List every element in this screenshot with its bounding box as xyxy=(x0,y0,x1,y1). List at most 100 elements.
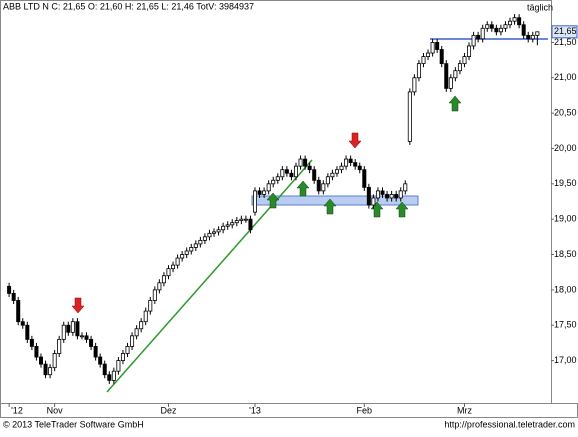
y-tick-label: 17,50 xyxy=(554,320,577,330)
x-tick-label: '12 xyxy=(11,405,23,415)
candle-body xyxy=(439,49,444,65)
candle-body xyxy=(321,183,326,192)
candle-body xyxy=(366,186,371,206)
candle-body xyxy=(148,300,153,312)
candle-body xyxy=(243,218,248,221)
candle-body xyxy=(494,27,499,33)
candle-body xyxy=(11,293,16,301)
candle-body xyxy=(230,222,235,226)
x-axis-strip xyxy=(0,403,578,418)
candle-body xyxy=(198,239,203,245)
candle-body xyxy=(480,27,485,40)
candle-body xyxy=(143,310,148,323)
candle-body xyxy=(293,165,298,178)
candle-body xyxy=(116,360,121,372)
candle-body xyxy=(184,250,189,255)
footer-left: © 2013 TeleTrader Software GmbH xyxy=(3,419,144,429)
candle-body xyxy=(16,300,21,323)
last-price-box xyxy=(551,25,578,39)
down-arrow xyxy=(71,297,85,314)
candle-body xyxy=(398,190,403,199)
candle-body xyxy=(212,231,217,234)
y-tick-label: 19,00 xyxy=(554,214,577,224)
candle-body xyxy=(216,229,221,233)
candle-body xyxy=(125,346,130,354)
candle-body xyxy=(430,42,435,54)
candle-body xyxy=(512,17,517,22)
x-tick-label: Dez xyxy=(160,405,177,415)
y-tick-label: 20,00 xyxy=(554,143,577,153)
candle-body xyxy=(29,338,34,347)
candle-body xyxy=(298,158,303,167)
candle-body xyxy=(207,232,212,238)
candle-body xyxy=(403,183,408,192)
candle-body xyxy=(371,197,376,206)
candle-body xyxy=(171,264,176,270)
candle-body xyxy=(134,328,139,337)
candle-body xyxy=(139,321,144,330)
up-arrow xyxy=(266,192,280,209)
y-tick-label: 21,50 xyxy=(554,37,577,47)
candle-body xyxy=(444,63,449,89)
candle-body xyxy=(161,275,166,284)
candle-body xyxy=(66,324,71,333)
y-tick-label: 18,00 xyxy=(554,284,577,294)
candle-body xyxy=(375,190,380,199)
up-arrow xyxy=(323,198,337,215)
candle-body xyxy=(307,165,312,171)
candle-body xyxy=(280,169,285,178)
candle-body xyxy=(334,169,339,174)
candle-body xyxy=(102,363,107,376)
interval-label: täglich xyxy=(527,2,553,12)
up-arrow xyxy=(448,95,462,112)
candle-body xyxy=(166,268,171,277)
x-tick-label: Mrz xyxy=(457,405,472,415)
candle-body xyxy=(394,194,399,199)
candle-body xyxy=(521,24,526,36)
candle-body xyxy=(362,169,367,188)
candle-body xyxy=(271,179,276,185)
candle-body xyxy=(7,285,12,294)
candle-body xyxy=(43,363,48,376)
candle-body xyxy=(503,24,508,29)
candle-body xyxy=(357,165,362,171)
candle-body xyxy=(407,91,412,142)
footer-right: http://professional.teletrader.com xyxy=(444,419,575,429)
candle-body xyxy=(389,194,394,199)
up-arrow xyxy=(370,201,384,218)
candle-body xyxy=(193,243,198,248)
candle-body xyxy=(316,179,321,192)
candle-body xyxy=(325,176,330,185)
candle-body xyxy=(157,282,162,291)
sell-signals xyxy=(71,132,362,314)
y-tick-label: 20,50 xyxy=(554,107,577,117)
up-arrow xyxy=(395,201,409,218)
candle-body xyxy=(98,356,103,365)
candle-body xyxy=(435,42,440,50)
candle-body xyxy=(339,165,344,171)
candle-body xyxy=(385,194,390,199)
candle-body xyxy=(467,45,472,57)
candle-body xyxy=(508,20,513,26)
candle-body xyxy=(535,31,540,36)
candle-body xyxy=(93,346,98,358)
up-arrow xyxy=(296,180,310,197)
candle-body xyxy=(202,236,207,241)
candle-body xyxy=(189,247,194,252)
candle-body xyxy=(221,225,226,231)
candle-body xyxy=(498,27,503,33)
candle-body xyxy=(75,321,80,337)
candle-body xyxy=(275,176,280,181)
candle-body xyxy=(120,353,125,361)
last-price-label: 21,65 xyxy=(554,26,577,36)
candle-body xyxy=(485,24,490,29)
candle-body xyxy=(412,77,417,93)
candle-body xyxy=(380,190,385,195)
y-tick-label: 21,00 xyxy=(554,72,577,82)
candle-body xyxy=(225,224,230,227)
candle-body xyxy=(234,220,239,224)
candle-body xyxy=(180,254,185,259)
chart-title: ABB LTD N C: 21,65 O: 21,60 H: 21,65 L: … xyxy=(3,1,254,11)
candle-body xyxy=(489,24,494,29)
